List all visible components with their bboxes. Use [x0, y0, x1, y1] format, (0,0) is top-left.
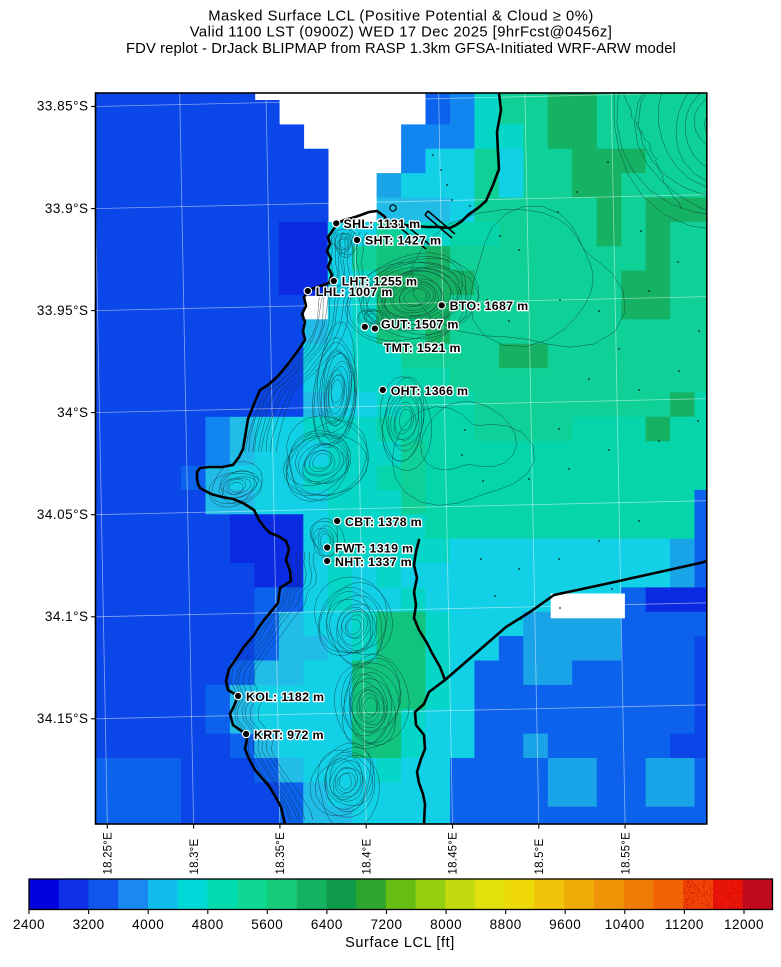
svg-text:5600: 5600 [251, 917, 283, 932]
svg-text:33.9°S: 33.9°S [45, 201, 89, 216]
svg-text:4000: 4000 [132, 917, 164, 932]
svg-text:FWT: 1319 m: FWT: 1319 m [335, 541, 413, 555]
svg-text:FDV replot - DrJack BLIPMAP fr: FDV replot - DrJack BLIPMAP from RASP 1.… [126, 41, 676, 57]
svg-text:4800: 4800 [192, 917, 224, 932]
svg-text:18.5°E: 18.5°E [534, 839, 546, 875]
svg-text:8000: 8000 [430, 917, 462, 932]
svg-text:7200: 7200 [370, 917, 402, 932]
svg-text:BTO: 1687 m: BTO: 1687 m [450, 299, 529, 313]
svg-text:10400: 10400 [605, 917, 645, 932]
svg-text:33.85°S: 33.85°S [37, 99, 89, 114]
svg-text:KOL: 1182 m: KOL: 1182 m [246, 690, 324, 704]
svg-text:3200: 3200 [73, 917, 105, 932]
svg-text:34.05°S: 34.05°S [37, 507, 89, 522]
svg-text:12000: 12000 [724, 917, 764, 932]
svg-text:2400: 2400 [13, 917, 45, 932]
svg-text:LHT: 1255 m: LHT: 1255 m [342, 275, 418, 289]
svg-text:OHT: 1366 m: OHT: 1366 m [391, 384, 469, 398]
svg-text:SHT: 1427 m: SHT: 1427 m [365, 234, 441, 248]
svg-text:34°S: 34°S [57, 405, 88, 420]
svg-text:34.1°S: 34.1°S [45, 609, 89, 624]
svg-text:18.35°E: 18.35°E [275, 832, 287, 875]
svg-text:TMT: 1521 m: TMT: 1521 m [384, 341, 461, 355]
svg-text:11200: 11200 [665, 917, 704, 932]
svg-text:SHL: 1131 m: SHL: 1131 m [344, 217, 421, 231]
svg-text:GUT: 1507 m: GUT: 1507 m [381, 318, 459, 332]
svg-text:33.95°S: 33.95°S [37, 303, 89, 318]
svg-text:18.3°E: 18.3°E [189, 839, 201, 875]
svg-text:CBT: 1378 m: CBT: 1378 m [345, 515, 422, 529]
svg-text:18.25°E: 18.25°E [103, 832, 115, 875]
svg-text:18.55°E: 18.55°E [620, 832, 632, 875]
svg-text:6400: 6400 [311, 917, 343, 932]
svg-text:18.45°E: 18.45°E [448, 832, 460, 875]
svg-text:KRT: 972 m: KRT: 972 m [254, 728, 324, 742]
svg-text:34.15°S: 34.15°S [37, 711, 89, 726]
svg-text:Valid 1100 LST (0900Z) WED 17: Valid 1100 LST (0900Z) WED 17 Dec 2025 [… [190, 25, 613, 41]
svg-text:18.4°E: 18.4°E [361, 839, 373, 875]
svg-text:9600: 9600 [549, 917, 581, 932]
svg-text:Masked Surface LCL (Positive P: Masked Surface LCL (Positive Potential &… [208, 9, 594, 25]
svg-text:LHL: 1007 m: LHL: 1007 m [316, 285, 393, 299]
svg-text:Surface LCL [ft]: Surface LCL [ft] [345, 935, 455, 951]
svg-text:8800: 8800 [490, 917, 522, 932]
svg-text:NHT: 1337 m: NHT: 1337 m [335, 555, 412, 569]
